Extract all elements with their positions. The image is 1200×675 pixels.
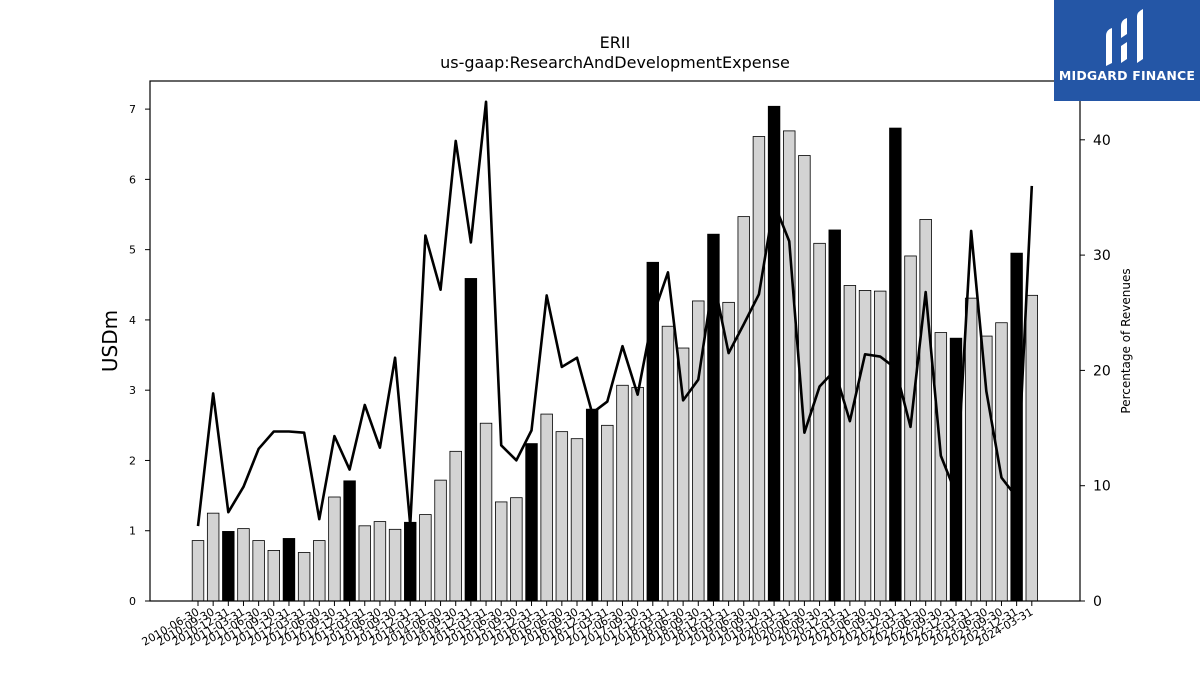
bar	[585, 408, 599, 602]
bar	[676, 347, 690, 602]
y-tick-label: 7	[129, 103, 136, 116]
brand-logo: MIDGARD FINANCE	[1054, 0, 1200, 101]
bar	[373, 521, 387, 602]
y2-tick-label: 0	[1093, 594, 1102, 610]
bar	[464, 278, 478, 602]
y-tick-label: 4	[129, 314, 136, 327]
y-tick-label: 0	[129, 595, 136, 608]
y2-tick-label: 10	[1093, 479, 1111, 495]
bar	[813, 242, 826, 602]
bar	[616, 384, 629, 602]
bar	[919, 219, 932, 602]
chart-subtitle: us-gaap:ResearchAndDevelopmentExpense	[440, 53, 790, 72]
bar	[404, 521, 417, 602]
bar	[419, 514, 432, 602]
bar	[510, 497, 523, 602]
midgard-logo-icon	[1106, 9, 1143, 66]
bar	[631, 386, 644, 602]
bar	[313, 540, 326, 602]
plot-frame	[149, 80, 1081, 602]
y-tick-label: 5	[129, 244, 136, 257]
bar	[237, 528, 250, 602]
bar	[964, 297, 978, 602]
bar	[206, 512, 220, 602]
bar	[328, 496, 341, 602]
bar	[874, 290, 887, 602]
bar	[479, 422, 493, 602]
bar	[343, 480, 356, 602]
bar	[1025, 294, 1039, 602]
bar	[843, 285, 857, 602]
bar	[828, 229, 841, 602]
bar	[388, 528, 402, 602]
bar	[434, 479, 447, 602]
bar	[980, 335, 993, 602]
y-axis-label: USDm	[98, 310, 122, 372]
bar	[783, 130, 796, 602]
y-tick-label: 6	[129, 173, 136, 186]
bar	[555, 431, 569, 602]
bar	[540, 413, 553, 602]
bar	[858, 290, 872, 602]
bar	[570, 438, 584, 602]
y2-tick-label: 40	[1093, 133, 1111, 149]
percentage-line	[196, 100, 1034, 527]
line-series	[196, 100, 1034, 527]
bar-series	[191, 105, 1039, 602]
bar	[707, 233, 720, 602]
bar	[767, 105, 781, 602]
bar	[282, 538, 296, 602]
bar	[737, 216, 750, 602]
bar	[358, 525, 371, 602]
y2-tick-label: 20	[1093, 363, 1111, 379]
brand-name: MIDGARD FINANCE	[1058, 68, 1196, 83]
bar	[191, 540, 205, 602]
bar	[661, 325, 675, 602]
y2-tick-label: 30	[1093, 248, 1111, 264]
y-tick-label: 3	[129, 384, 136, 397]
chart-title: ERII	[600, 33, 631, 52]
bar	[949, 337, 963, 602]
axis-ticks: 012345670102030402010-06-302010-09-30201…	[129, 103, 1111, 648]
bar	[525, 443, 538, 602]
y2-axis-label: Percentage of Revenues	[1119, 268, 1133, 413]
bar	[252, 540, 265, 602]
bar	[222, 531, 235, 602]
bar	[904, 255, 917, 602]
bar	[297, 552, 311, 602]
bar	[494, 501, 508, 602]
bar	[752, 136, 766, 602]
bar	[449, 450, 462, 602]
bar	[601, 424, 614, 602]
y-tick-label: 2	[129, 454, 136, 467]
bar	[267, 550, 281, 602]
y-tick-label: 1	[129, 525, 136, 538]
